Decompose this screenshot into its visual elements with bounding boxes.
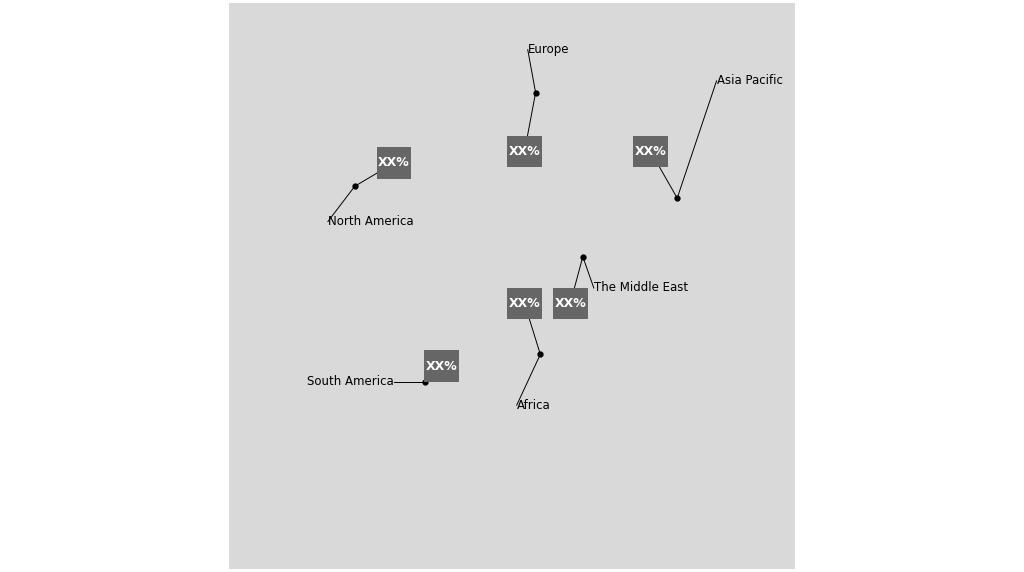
- Text: XX%: XX%: [554, 297, 586, 310]
- Text: Europe: Europe: [527, 43, 569, 56]
- FancyBboxPatch shape: [633, 136, 668, 167]
- Text: The Middle East: The Middle East: [594, 281, 688, 295]
- FancyBboxPatch shape: [553, 288, 588, 319]
- Text: South America: South America: [307, 375, 394, 388]
- Text: XX%: XX%: [509, 145, 541, 158]
- Text: XX%: XX%: [509, 297, 541, 310]
- Text: North America: North America: [328, 215, 414, 228]
- Text: XX%: XX%: [635, 145, 667, 158]
- Text: XX%: XX%: [425, 360, 457, 372]
- Text: XX%: XX%: [378, 157, 410, 169]
- Text: Asia Pacific: Asia Pacific: [717, 74, 782, 88]
- FancyBboxPatch shape: [377, 148, 412, 178]
- FancyBboxPatch shape: [424, 351, 459, 382]
- FancyBboxPatch shape: [507, 288, 542, 319]
- FancyBboxPatch shape: [507, 136, 542, 167]
- Text: Africa: Africa: [517, 399, 551, 412]
